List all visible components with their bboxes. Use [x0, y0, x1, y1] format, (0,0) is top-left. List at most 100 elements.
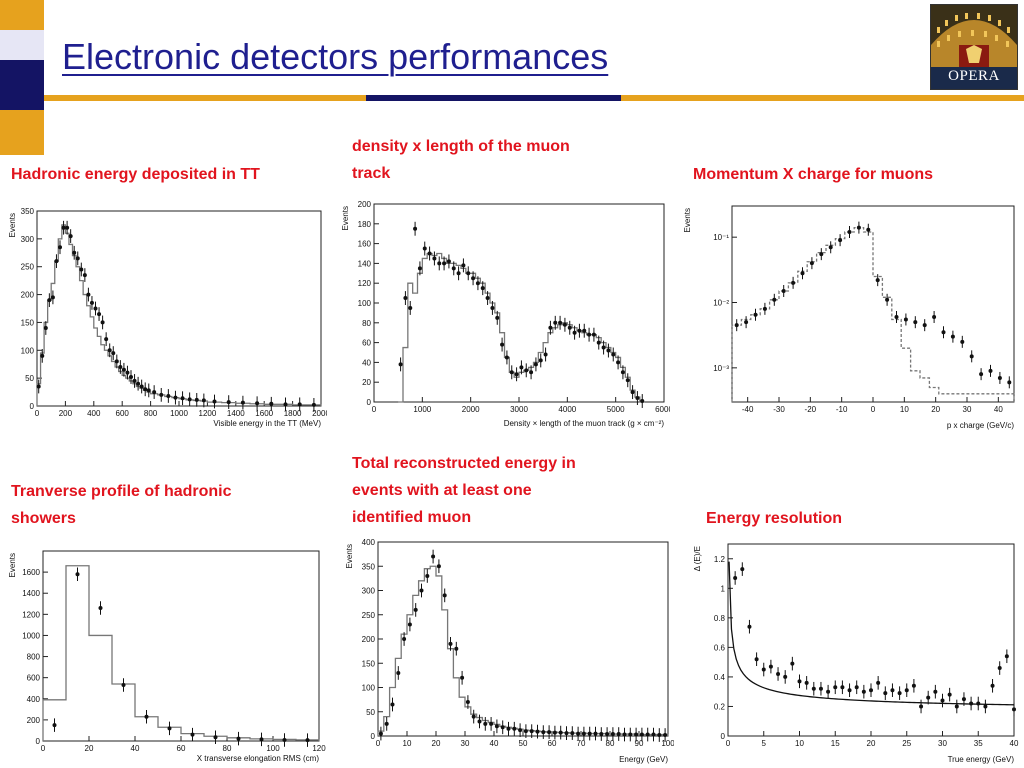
- data-point: [564, 726, 569, 740]
- data-point: [529, 724, 534, 738]
- data-point: [847, 683, 852, 698]
- data-point: [504, 350, 509, 365]
- data-point: [601, 340, 606, 355]
- momentum-svg: -40 -30 -20 -10 0 10 20 30 40 10⁻³ 10⁻² 10⁻¹ p x cha…: [683, 205, 1015, 430]
- data-point: [212, 394, 217, 409]
- y-tick-label: 200: [358, 200, 372, 209]
- data-point: [111, 346, 116, 360]
- data-point: [427, 246, 432, 261]
- data-point: [180, 391, 185, 406]
- data-point: [616, 727, 621, 741]
- data-point: [606, 343, 611, 358]
- y-tick-label: 50: [366, 708, 375, 717]
- x-axis-title: True energy (GeV): [948, 755, 1015, 764]
- x-tick-label: 30: [963, 405, 972, 414]
- y-tick-label: 150: [21, 318, 35, 327]
- data-point: [582, 323, 587, 338]
- x-tick-label: 35: [974, 739, 983, 748]
- data-point: [947, 687, 952, 702]
- x-tick-label: 100: [266, 744, 280, 753]
- y-tick-label: 0.8: [714, 614, 726, 623]
- data-point: [903, 313, 908, 326]
- x-tick-label: 0: [35, 409, 40, 418]
- slide-title: Electronic detectors performances: [62, 36, 609, 77]
- data-point: [533, 357, 538, 372]
- data-point: [413, 221, 418, 236]
- x-tick-label: 1000: [413, 405, 431, 414]
- y-tick-label: 0: [30, 402, 35, 411]
- data-point: [922, 319, 927, 332]
- data-point: [593, 726, 598, 741]
- data-point: [919, 699, 924, 714]
- x-tick-label: 0: [372, 405, 377, 414]
- plot-frame: [42, 550, 320, 742]
- y-tick-label: 250: [362, 611, 376, 620]
- data-point: [599, 727, 604, 741]
- data-point: [422, 241, 427, 256]
- plot-frame: [377, 541, 669, 737]
- data-point: [226, 395, 231, 409]
- data-point: [625, 373, 630, 388]
- data-point: [869, 683, 873, 698]
- data-point: [136, 376, 141, 391]
- mc-histogram: [42, 565, 320, 741]
- data-point: [950, 330, 955, 343]
- y-tick-label: 0.2: [714, 702, 726, 711]
- chart-transverse-profile: 0 20 40 60 80 100 120 0 200 400 600 800 1000 1200 1400…: [5, 545, 327, 765]
- data-point: [761, 662, 766, 677]
- data-point: [121, 678, 126, 692]
- y-tick-label: 250: [21, 263, 35, 272]
- data-point: [65, 220, 70, 235]
- x-tick-label: 30: [938, 739, 947, 748]
- x-tick-label: 30: [461, 739, 470, 748]
- y-tick-label: 1000: [22, 631, 40, 640]
- data-point: [616, 355, 621, 370]
- data-point: [236, 731, 241, 746]
- data-point: [72, 245, 77, 260]
- data-point: [144, 709, 149, 724]
- data-point: [519, 360, 524, 375]
- data-point: [146, 383, 151, 398]
- x-tick-label: -30: [773, 405, 785, 414]
- caption-momentum-charge: Momentum X charge for muons: [693, 166, 934, 183]
- x-tick-label: 2000: [462, 405, 480, 414]
- data-point: [781, 285, 786, 298]
- data-point: [471, 709, 476, 724]
- data-point: [961, 692, 966, 706]
- data-point: [932, 310, 937, 323]
- data-point: [431, 549, 436, 564]
- y-axis-title: Events: [345, 544, 354, 568]
- data-point: [190, 727, 195, 742]
- x-tick-label: 200: [59, 409, 73, 418]
- data-point: [883, 686, 888, 700]
- data-point: [645, 727, 650, 742]
- data-point: [480, 281, 485, 296]
- data-point: [465, 695, 470, 709]
- data-point: [634, 727, 639, 742]
- deco-block-light: [0, 30, 44, 60]
- x-tick-label: 40: [131, 744, 140, 753]
- x-tick-label: 2000: [312, 409, 327, 418]
- data-point: [926, 690, 931, 705]
- x-tick-label: 40: [490, 739, 499, 748]
- data-point: [838, 234, 843, 247]
- data-point: [754, 652, 759, 666]
- data-point: [43, 321, 48, 335]
- data-point: [791, 276, 796, 289]
- x-tick-label: 1800: [284, 409, 302, 418]
- data-point: [297, 397, 302, 412]
- x-tick-label: 80: [223, 744, 232, 753]
- data-point: [635, 391, 640, 405]
- data-point: [911, 678, 916, 693]
- data-point: [840, 680, 845, 695]
- chart-energy-resolution: 0 5 10 15 20 25 30 35 40 0 0.2 0.4 0.6 0.8 1 1.2 True en…: [690, 538, 1022, 766]
- data-point: [768, 659, 773, 674]
- data-point: [378, 726, 383, 741]
- data-point: [456, 266, 461, 281]
- data-point: [809, 257, 814, 270]
- data-point: [471, 271, 476, 286]
- data-point: [390, 697, 395, 712]
- data-point: [240, 395, 245, 410]
- y-tick-label: 1400: [22, 589, 40, 598]
- mc-histogram: [731, 226, 1015, 402]
